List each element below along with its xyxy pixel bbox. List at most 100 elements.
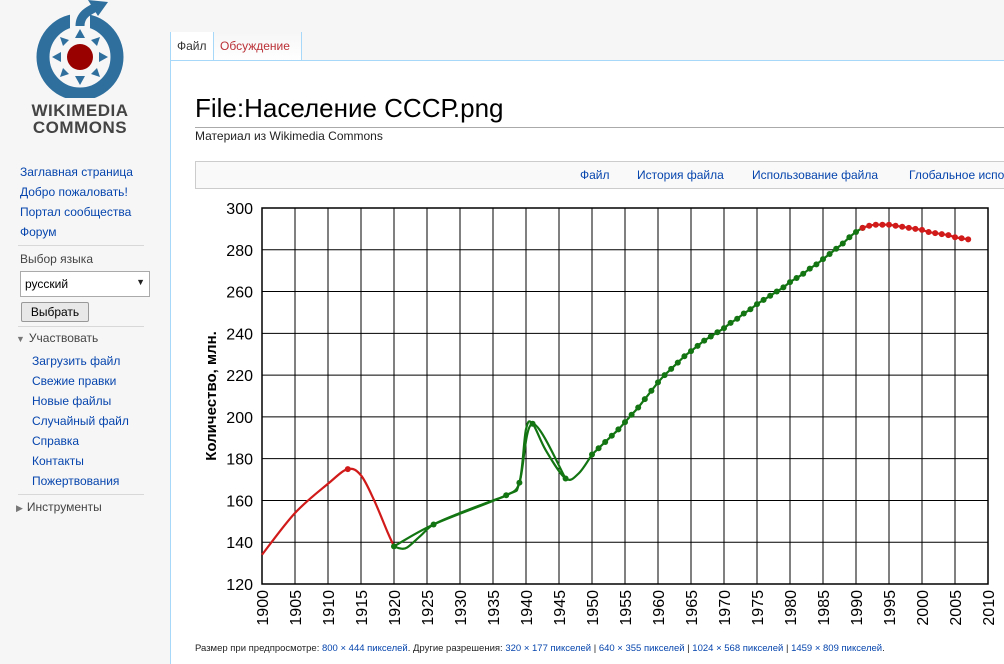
data-point-green bbox=[813, 261, 820, 268]
x-tick-label: 1990 bbox=[849, 590, 866, 626]
sidebar-link-donations[interactable]: Пожертвования bbox=[32, 474, 120, 488]
resolution-separator: | bbox=[591, 643, 599, 654]
data-point-green bbox=[833, 245, 840, 252]
series-line-red bbox=[261, 467, 396, 556]
resolution-separator: | bbox=[783, 643, 792, 654]
sidebar-link-contacts[interactable]: Контакты bbox=[32, 454, 84, 468]
data-point-green bbox=[853, 229, 859, 236]
resolution-link-1024[interactable]: 1024 × 568 пикселей bbox=[692, 643, 784, 654]
preview-size-link[interactable]: 800 × 444 пикселей bbox=[321, 643, 408, 654]
population-chart: 120 140 160 180 200 220 240 260 280 300 1900 1905 19… bbox=[203, 201, 998, 626]
x-tick-label: 1945 bbox=[552, 590, 569, 626]
data-point-green bbox=[701, 337, 708, 344]
y-tick-label: 160 bbox=[226, 493, 253, 510]
data-point-green bbox=[773, 288, 780, 295]
sidebar-link-forum[interactable]: Форум bbox=[20, 225, 57, 239]
data-point-green bbox=[648, 387, 655, 394]
tab-file[interactable]: Файл bbox=[170, 32, 214, 61]
data-point-green bbox=[562, 475, 569, 482]
data-point-green bbox=[516, 479, 523, 486]
data-point-green bbox=[635, 404, 642, 411]
file-toc-bar: Файл История файла Использование файла Г… bbox=[195, 161, 1004, 189]
sidebar-link-upload-file[interactable]: Загрузить файл bbox=[32, 354, 121, 368]
sidebar-link-welcome[interactable]: Добро пожаловать! bbox=[20, 185, 128, 199]
data-point-green bbox=[800, 270, 807, 277]
page-title: File:Население СССР.png bbox=[195, 93, 504, 123]
sidebar-link-help[interactable]: Справка bbox=[32, 434, 80, 448]
preview-size-prefix: Размер при предпросмотре: bbox=[195, 643, 322, 654]
data-point-green bbox=[846, 234, 853, 241]
y-axis-label: Количество, млн. bbox=[203, 331, 220, 461]
data-point-green bbox=[694, 342, 701, 349]
x-tick-label: 1900 bbox=[255, 590, 272, 626]
x-tick-label: 1980 bbox=[783, 590, 800, 626]
population-chart-image[interactable]: 120 140 160 180 200 220 240 260 280 300 1900 1905 19… bbox=[195, 196, 1004, 646]
data-point-green bbox=[615, 426, 622, 433]
data-point-green bbox=[622, 419, 628, 426]
resolution-link-1459[interactable]: 1459 × 809 пикселей bbox=[791, 643, 883, 654]
data-point-green bbox=[661, 372, 668, 379]
expanded-triangle-icon: ▼ bbox=[16, 334, 25, 344]
x-tick-label: 1940 bbox=[519, 590, 536, 626]
x-tick-label: 1950 bbox=[585, 590, 602, 626]
data-point-green bbox=[608, 432, 615, 439]
data-point-green bbox=[826, 250, 833, 257]
page-subtitle: Материал из Wikimedia Commons bbox=[195, 129, 383, 143]
x-tick-label: 1960 bbox=[651, 590, 668, 626]
resolution-separator: | bbox=[684, 643, 693, 654]
sidebar-link-recent-changes[interactable]: Свежие правки bbox=[32, 374, 117, 388]
commons-logo[interactable]: WIKIMEDIA COMMONS bbox=[18, 0, 142, 150]
data-point-green bbox=[688, 348, 694, 355]
tools-section-label: Инструменты bbox=[26, 500, 102, 514]
data-point-green bbox=[793, 274, 800, 281]
toc-link-file-usage[interactable]: Использование файла bbox=[752, 168, 879, 182]
data-point-green bbox=[681, 353, 688, 360]
data-point-red bbox=[892, 222, 899, 229]
data-point-red bbox=[872, 221, 879, 228]
preview-size-note: Размер при предпросмотре: 800 × 444 пикс… bbox=[195, 643, 885, 654]
sidebar-link-main-page[interactable]: Заглавная страница bbox=[20, 165, 133, 179]
data-point-red bbox=[952, 234, 958, 241]
data-point-red bbox=[886, 221, 892, 228]
y-tick-label: 120 bbox=[226, 577, 253, 594]
x-tick-label: 2000 bbox=[915, 590, 932, 626]
toc-link-file[interactable]: Файл bbox=[580, 168, 610, 182]
sidebar-link-new-files[interactable]: Новые файлы bbox=[32, 394, 112, 408]
data-point-green bbox=[740, 310, 747, 317]
x-tick-label: 1925 bbox=[420, 590, 437, 626]
sidebar-link-random-file[interactable]: Случайный файл bbox=[32, 414, 129, 428]
language-submit-button[interactable]: Выбрать bbox=[21, 302, 89, 322]
data-point-green bbox=[760, 296, 767, 303]
data-point-red bbox=[932, 230, 939, 237]
data-point-red bbox=[945, 232, 952, 239]
tools-section-toggle[interactable]: ▶ Инструменты bbox=[16, 500, 102, 514]
resolution-link-640[interactable]: 640 × 355 пикселей bbox=[598, 643, 685, 654]
x-tick-label: 1955 bbox=[618, 590, 635, 626]
x-tick-label: 2005 bbox=[948, 590, 965, 626]
resolution-link-320[interactable]: 320 × 177 пикселей bbox=[505, 643, 592, 654]
participate-section-toggle[interactable]: ▼ Участвовать bbox=[16, 331, 98, 345]
tab-discussion[interactable]: Обсуждение bbox=[214, 32, 302, 61]
x-tick-label: 1975 bbox=[750, 590, 767, 626]
data-point-green bbox=[714, 329, 721, 336]
language-select[interactable]: русский ▼ bbox=[20, 271, 150, 297]
toc-link-global-usage[interactable]: Глобальное испо bbox=[909, 168, 1004, 182]
participate-links: Загрузить файл Свежие правки Новые файлы… bbox=[32, 351, 129, 491]
commons-logo-icon bbox=[36, 0, 124, 101]
data-point-green bbox=[820, 256, 826, 263]
data-point-green bbox=[430, 521, 437, 528]
data-point-green bbox=[727, 319, 734, 326]
y-tick-label: 280 bbox=[226, 243, 253, 260]
plot-frame bbox=[261, 207, 989, 585]
data-point-red bbox=[958, 235, 965, 242]
dropdown-arrow-icon: ▼ bbox=[136, 277, 145, 287]
x-tick-label: 1910 bbox=[321, 590, 338, 626]
logo-wordmark-line1: WIKIMEDIA bbox=[31, 101, 129, 120]
sidebar-link-community-portal[interactable]: Портал сообщества bbox=[20, 205, 132, 219]
toc-link-file-history[interactable]: История файла bbox=[637, 168, 724, 182]
x-tick-label: 1970 bbox=[717, 590, 734, 626]
x-tick-label: 1930 bbox=[453, 590, 470, 626]
data-point-red bbox=[879, 221, 886, 228]
data-point-green bbox=[839, 240, 846, 247]
language-select-value: русский bbox=[25, 277, 69, 291]
